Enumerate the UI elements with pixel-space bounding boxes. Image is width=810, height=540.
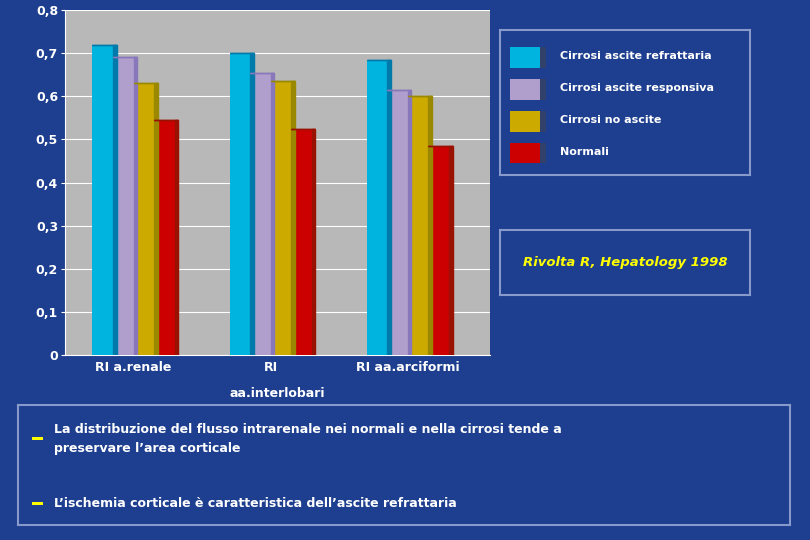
- Bar: [250, 53, 254, 355]
- Text: L’ischemia corticale è caratteristica dell’ascite refrattaria: L’ischemia corticale è caratteristica de…: [53, 497, 456, 510]
- Text: Cirrosi ascite refrattaria: Cirrosi ascite refrattaria: [560, 51, 712, 61]
- Bar: [407, 90, 411, 355]
- Text: aa.interlobari: aa.interlobari: [230, 387, 326, 400]
- Bar: [387, 90, 407, 355]
- Bar: [510, 111, 540, 132]
- Bar: [271, 72, 275, 355]
- Bar: [92, 44, 113, 355]
- Bar: [428, 146, 449, 355]
- Bar: [510, 79, 540, 99]
- Bar: [407, 96, 428, 355]
- Bar: [540, 79, 546, 99]
- Bar: [312, 129, 315, 355]
- Bar: [134, 57, 137, 355]
- Bar: [229, 53, 250, 355]
- Bar: [387, 59, 391, 355]
- Bar: [292, 129, 312, 355]
- Bar: [271, 81, 292, 355]
- Text: Cirrosi no ascite: Cirrosi no ascite: [560, 115, 662, 125]
- Bar: [134, 83, 154, 355]
- Bar: [449, 146, 453, 355]
- Text: Rivolta R, Hepatology 1998: Rivolta R, Hepatology 1998: [522, 256, 727, 269]
- Bar: [367, 59, 387, 355]
- Bar: [175, 120, 178, 355]
- Bar: [32, 502, 42, 505]
- Text: Cirrosi ascite responsiva: Cirrosi ascite responsiva: [560, 83, 714, 93]
- Bar: [154, 83, 158, 355]
- Bar: [510, 48, 540, 68]
- Bar: [510, 143, 540, 164]
- Text: La distribuzione del flusso intrarenale nei normali e nella cirrosi tende a
pres: La distribuzione del flusso intrarenale …: [53, 423, 561, 455]
- Bar: [540, 111, 546, 132]
- Bar: [154, 120, 175, 355]
- Bar: [113, 57, 134, 355]
- Text: Normali: Normali: [560, 147, 609, 157]
- Bar: [428, 96, 432, 355]
- Bar: [32, 437, 42, 440]
- Bar: [250, 72, 271, 355]
- Bar: [540, 143, 546, 164]
- Bar: [113, 44, 117, 355]
- Bar: [292, 81, 295, 355]
- Bar: [540, 48, 546, 68]
